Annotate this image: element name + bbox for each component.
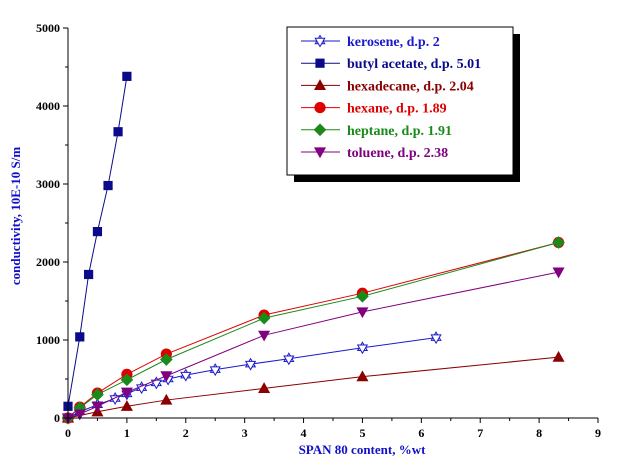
- data-point-hexadecane-d-p-2-04: [356, 370, 369, 382]
- legend-label: kerosene, d.p. 2: [347, 35, 440, 50]
- legend-item-kerosene-d-p-2: kerosene, d.p. 2: [301, 34, 440, 50]
- x-tick-label: 0: [65, 426, 71, 440]
- data-point-kerosene-d-p-2-part: [356, 344, 369, 355]
- data-point-kerosene-d-p-2: [244, 357, 257, 371]
- x-tick-label: 8: [536, 426, 542, 440]
- legend-marker: [314, 34, 326, 48]
- series-heptane-d-p-1-91: [61, 236, 565, 425]
- x-tick-label: 5: [359, 426, 365, 440]
- data-point-butyl-acetate-d-p-5-01: [122, 71, 132, 81]
- x-tick-label: 2: [183, 426, 189, 440]
- data-point-butyl-acetate-d-p-5-01: [75, 332, 85, 342]
- series-toluene-d-p-2-38: [61, 267, 565, 425]
- legend-marker: [315, 58, 325, 68]
- legend-label: butyl acetate, d.p. 5.01: [347, 57, 481, 72]
- x-tick-label: 1: [124, 426, 130, 440]
- data-point-kerosene-d-p-2: [180, 368, 192, 382]
- data-point-kerosene-d-p-2: [430, 331, 442, 345]
- data-point-kerosene-d-p-2-part: [209, 366, 221, 377]
- data-point-heptane-d-p-1-91: [552, 236, 565, 249]
- data-point-toluene-d-p-2-38: [356, 307, 369, 319]
- data-point-kerosene-d-p-2: [109, 391, 121, 406]
- data-point-toluene-d-p-2-38: [120, 387, 133, 399]
- data-point-heptane-d-p-1-91: [120, 373, 134, 387]
- y-axis-title: conductivity, 10E-10 S/m: [8, 147, 23, 285]
- y-tick-label: 2000: [36, 255, 60, 269]
- legend-label: toluene, d.p. 2.38: [347, 146, 448, 161]
- data-point-kerosene-d-p-2-part: [180, 371, 192, 382]
- legend-marker: [313, 147, 327, 159]
- series-line-toluene-d-p-2-38: [67, 271, 559, 419]
- data-point-heptane-d-p-1-91: [257, 311, 271, 325]
- data-point-heptane-d-p-1-91: [159, 353, 173, 366]
- x-tick-label: 4: [301, 426, 307, 440]
- data-point-toluene-d-p-2-38: [73, 409, 86, 421]
- y-tick-label: 0: [54, 411, 60, 425]
- legend-item-hexane-d-p-1-89: hexane, d.p. 1.89: [301, 102, 447, 117]
- data-point-kerosene-d-p-2-part: [244, 360, 257, 371]
- legend-label: hexane, d.p. 1.89: [347, 102, 447, 117]
- data-point-kerosene-d-p-2: [283, 352, 295, 366]
- series-hexane-d-p-1-89: [62, 236, 565, 424]
- data-point-kerosene-d-p-2: [356, 341, 369, 355]
- data-point-hexadecane-d-p-2-04: [258, 382, 271, 393]
- data-point-kerosene-d-p-2-part: [109, 395, 121, 406]
- data-point-butyl-acetate-d-p-5-01: [103, 180, 113, 191]
- data-point-toluene-d-p-2-38: [552, 267, 565, 279]
- series-kerosene-d-p-2: [62, 331, 442, 425]
- x-axis-title: SPAN 80 content, %wt: [299, 442, 427, 457]
- data-point-kerosene-d-p-2-part: [430, 334, 442, 345]
- data-point-butyl-acetate-d-p-5-01: [92, 226, 103, 237]
- data-point-hexadecane-d-p-2-04: [552, 350, 565, 362]
- data-point-heptane-d-p-1-91: [356, 289, 369, 303]
- data-point-hexadecane-d-p-2-04: [120, 400, 133, 411]
- legend-label: heptane, d.p. 1.91: [347, 124, 452, 139]
- data-point-toluene-d-p-2-38: [258, 330, 271, 342]
- data-point-hexadecane-d-p-2-04: [160, 393, 173, 405]
- data-point-kerosene-d-p-2-part: [283, 355, 295, 366]
- x-tick-label: 6: [418, 426, 424, 440]
- series-line-butyl-acetate-d-p-5-01: [67, 76, 128, 407]
- x-tick-label: 3: [242, 426, 248, 440]
- legend-marker: [314, 101, 326, 114]
- data-point-butyl-acetate-d-p-5-01: [84, 269, 94, 280]
- y-tick-label: 4000: [36, 99, 60, 113]
- y-tick-label: 1000: [36, 333, 60, 347]
- legend: kerosene, d.p. 2 butyl acetate, d.p. 5.01…: [286, 26, 520, 182]
- legend-marker-part: [314, 37, 326, 48]
- data-point-toluene-d-p-2-38: [91, 401, 104, 413]
- legend-frame: [286, 26, 514, 176]
- data-point-kerosene-d-p-2: [209, 363, 221, 377]
- legend-item-butyl-acetate-d-p-5-01: butyl acetate, d.p. 5.01: [301, 57, 481, 72]
- legend-item-hexadecane-d-p-2-04: hexadecane, d.p. 2.04: [301, 79, 474, 94]
- legend-marker: [313, 123, 327, 137]
- legend-marker: [313, 79, 327, 91]
- y-tick-label: 5000: [36, 21, 60, 35]
- legend-label: hexadecane, d.p. 2.04: [347, 79, 474, 94]
- x-tick-label: 7: [477, 426, 483, 440]
- data-point-toluene-d-p-2-38: [160, 371, 173, 383]
- y-tick-label: 3000: [36, 177, 60, 191]
- legend-item-heptane-d-p-1-91: heptane, d.p. 1.91: [301, 123, 452, 139]
- series-butyl-acetate-d-p-5-01: [63, 71, 132, 411]
- x-tick-label: 9: [595, 426, 601, 440]
- legend-item-toluene-d-p-2-38: toluene, d.p. 2.38: [301, 146, 448, 161]
- data-point-butyl-acetate-d-p-5-01: [113, 127, 123, 137]
- data-point-heptane-d-p-1-91: [91, 388, 104, 401]
